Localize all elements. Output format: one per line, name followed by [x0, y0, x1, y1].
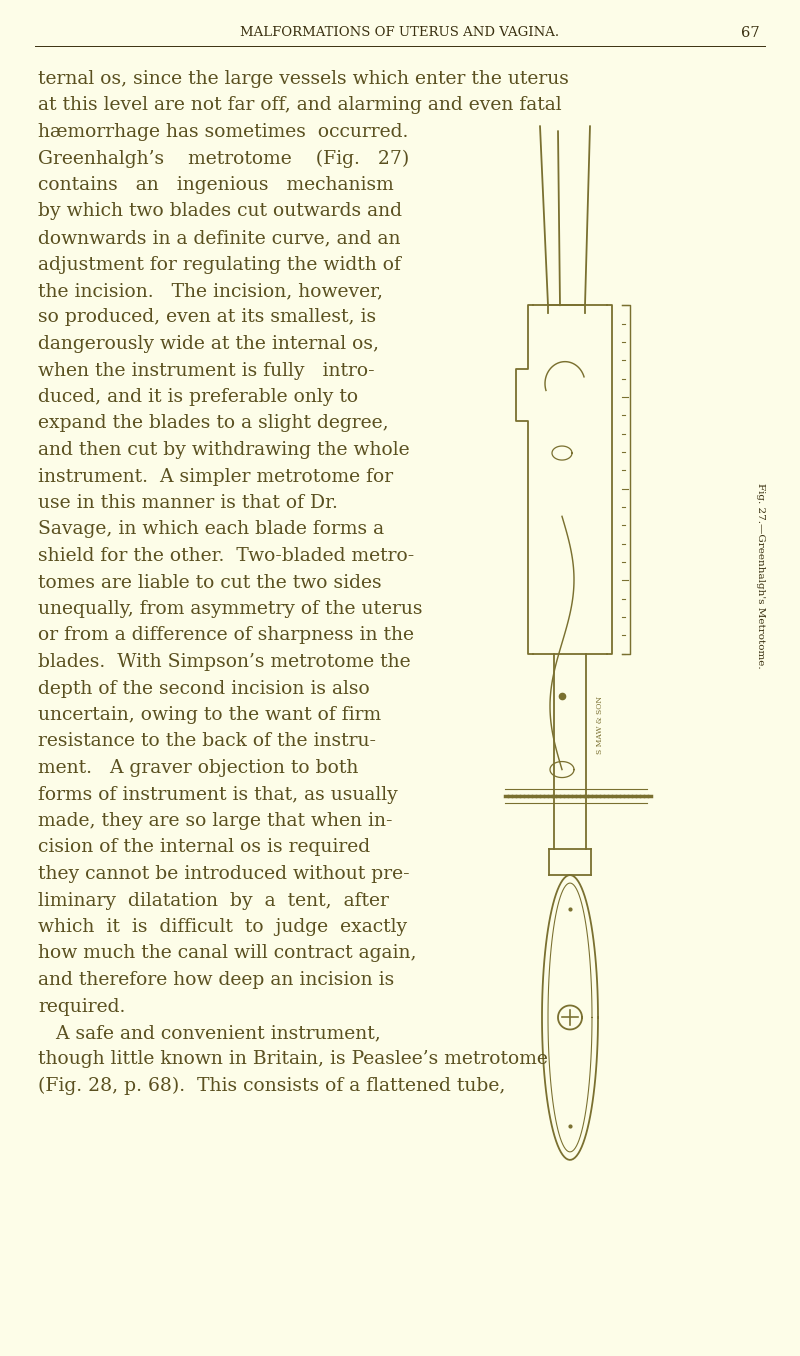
Text: expand the blades to a slight degree,: expand the blades to a slight degree, — [38, 415, 389, 433]
Text: forms of instrument is that, as usually: forms of instrument is that, as usually — [38, 785, 398, 804]
Text: hæmorrhage has sometimes  occurred.: hæmorrhage has sometimes occurred. — [38, 123, 408, 141]
Text: resistance to the back of the instru-: resistance to the back of the instru- — [38, 732, 376, 750]
Text: though little known in Britain, is Peaslee’s metrotome: though little known in Britain, is Peasl… — [38, 1051, 548, 1069]
Text: when the instrument is fully   intro-: when the instrument is fully intro- — [38, 362, 374, 380]
Text: so produced, even at its smallest, is: so produced, even at its smallest, is — [38, 309, 376, 327]
Text: and then cut by withdrawing the whole: and then cut by withdrawing the whole — [38, 441, 410, 458]
Text: contains   an   ingenious   mechanism: contains an ingenious mechanism — [38, 176, 394, 194]
Text: unequally, from asymmetry of the uterus: unequally, from asymmetry of the uterus — [38, 599, 422, 618]
Text: uncertain, owing to the want of firm: uncertain, owing to the want of firm — [38, 706, 381, 724]
Text: liminary  dilatation  by  a  tent,  after: liminary dilatation by a tent, after — [38, 891, 389, 910]
Text: blades.  With Simpson’s metrotome the: blades. With Simpson’s metrotome the — [38, 654, 410, 671]
Text: and therefore how deep an incision is: and therefore how deep an incision is — [38, 971, 394, 989]
Text: 67: 67 — [742, 26, 760, 39]
Text: downwards in a definite curve, and an: downwards in a definite curve, and an — [38, 229, 401, 247]
Text: Fig. 27.—Greenhalgh's Metrotome.: Fig. 27.—Greenhalgh's Metrotome. — [755, 483, 765, 669]
Text: duced, and it is preferable only to: duced, and it is preferable only to — [38, 388, 358, 405]
Text: S MAW & SON: S MAW & SON — [596, 696, 604, 754]
Text: Savage, in which each blade forms a: Savage, in which each blade forms a — [38, 521, 384, 538]
Text: use in this manner is that of Dr.: use in this manner is that of Dr. — [38, 494, 338, 513]
Text: required.: required. — [38, 998, 126, 1016]
Text: the incision.   The incision, however,: the incision. The incision, however, — [38, 282, 383, 300]
Text: adjustment for regulating the width of: adjustment for regulating the width of — [38, 255, 401, 274]
Text: how much the canal will contract again,: how much the canal will contract again, — [38, 945, 417, 963]
Text: tomes are liable to cut the two sides: tomes are liable to cut the two sides — [38, 574, 382, 591]
Text: depth of the second incision is also: depth of the second incision is also — [38, 679, 370, 697]
Text: (Fig. 28, p. 68).  This consists of a flattened tube,: (Fig. 28, p. 68). This consists of a fla… — [38, 1077, 506, 1096]
Text: ment.   A graver objection to both: ment. A graver objection to both — [38, 759, 358, 777]
Text: ternal os, since the large vessels which enter the uterus: ternal os, since the large vessels which… — [38, 71, 569, 88]
Text: cision of the internal os is required: cision of the internal os is required — [38, 838, 370, 857]
Text: or from a difference of sharpness in the: or from a difference of sharpness in the — [38, 626, 414, 644]
Text: made, they are so large that when in-: made, they are so large that when in- — [38, 812, 393, 830]
Text: by which two blades cut outwards and: by which two blades cut outwards and — [38, 202, 402, 221]
Text: instrument.  A simpler metrotome for: instrument. A simpler metrotome for — [38, 468, 393, 485]
Text: MALFORMATIONS OF UTERUS AND VAGINA.: MALFORMATIONS OF UTERUS AND VAGINA. — [241, 26, 559, 39]
Text: dangerously wide at the internal os,: dangerously wide at the internal os, — [38, 335, 379, 353]
Text: at this level are not far off, and alarming and even fatal: at this level are not far off, and alarm… — [38, 96, 562, 114]
Text: they cannot be introduced without pre-: they cannot be introduced without pre- — [38, 865, 410, 883]
Text: Greenhalgh’s    metrotome    (Fig.   27): Greenhalgh’s metrotome (Fig. 27) — [38, 149, 410, 168]
Text: shield for the other.  Two-bladed metro-: shield for the other. Two-bladed metro- — [38, 546, 414, 565]
Text: A safe and convenient instrument,: A safe and convenient instrument, — [38, 1024, 381, 1041]
Text: which  it  is  difficult  to  judge  exactly: which it is difficult to judge exactly — [38, 918, 407, 936]
